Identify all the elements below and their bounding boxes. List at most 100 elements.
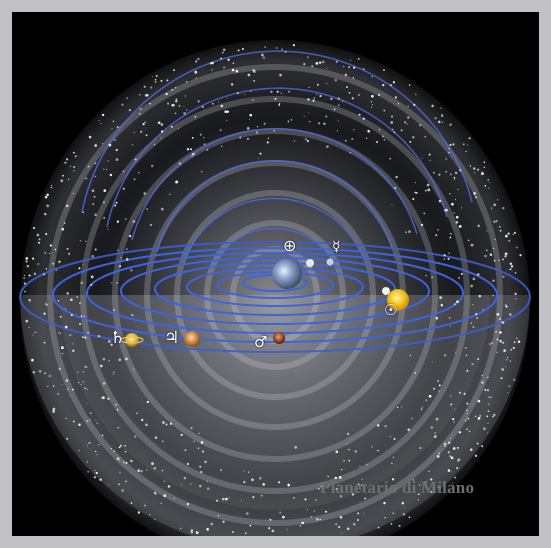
- star: [96, 454, 98, 456]
- star: [294, 446, 298, 449]
- star: [310, 516, 313, 518]
- star: [346, 527, 350, 531]
- star: [451, 202, 454, 206]
- mars: [273, 332, 285, 344]
- star: [487, 422, 489, 425]
- star: [353, 522, 356, 526]
- star: [67, 178, 70, 180]
- star: [177, 127, 180, 130]
- star: [240, 499, 243, 501]
- star: [65, 417, 67, 420]
- star: [86, 402, 88, 404]
- star: [58, 367, 62, 371]
- star: [110, 447, 112, 450]
- star: [226, 110, 230, 114]
- star: [243, 470, 245, 472]
- star: [477, 399, 481, 403]
- star: [85, 240, 87, 243]
- star: [453, 176, 456, 179]
- star: [92, 203, 95, 206]
- star: [448, 151, 450, 154]
- star: [78, 267, 81, 270]
- star: [414, 93, 417, 96]
- star: [424, 189, 427, 192]
- star: [247, 138, 249, 140]
- star: [150, 86, 153, 89]
- star: [210, 522, 214, 526]
- star: [318, 122, 321, 125]
- star: [404, 507, 406, 509]
- star: [68, 252, 71, 255]
- mars-symbol: ♂: [254, 333, 268, 351]
- star: [489, 343, 491, 345]
- star: [72, 151, 75, 154]
- star: [101, 143, 104, 145]
- star: [503, 349, 506, 352]
- star: [219, 129, 222, 132]
- star: [28, 274, 31, 277]
- star: [194, 70, 198, 74]
- star: [89, 412, 92, 415]
- star: [397, 406, 399, 409]
- star: [382, 83, 385, 87]
- star: [393, 131, 396, 133]
- star: [161, 469, 164, 472]
- star: [492, 294, 494, 297]
- star: [178, 162, 182, 165]
- star: [357, 483, 360, 486]
- star: [128, 109, 131, 112]
- star: [119, 265, 122, 268]
- star: [425, 274, 427, 277]
- star: [90, 275, 94, 279]
- star: [359, 465, 361, 467]
- star: [28, 326, 30, 328]
- star: [465, 354, 468, 356]
- star: [495, 330, 497, 333]
- star: [447, 451, 450, 454]
- star: [90, 283, 93, 286]
- star: [391, 462, 393, 464]
- star: [232, 62, 235, 64]
- star: [303, 115, 305, 117]
- star: [149, 102, 151, 105]
- star: [499, 339, 502, 343]
- star: [115, 201, 118, 204]
- star: [391, 478, 395, 481]
- star: [195, 77, 198, 79]
- star: [139, 107, 142, 110]
- star: [165, 92, 168, 96]
- star: [400, 406, 402, 408]
- earth: [272, 259, 302, 289]
- star: [111, 128, 113, 130]
- star: [371, 446, 373, 448]
- star: [384, 516, 386, 519]
- star: [190, 529, 193, 532]
- star: [52, 410, 55, 413]
- star: [514, 271, 517, 274]
- star: [308, 86, 310, 88]
- sun: [387, 289, 409, 311]
- star: [420, 223, 424, 227]
- star: [458, 225, 462, 228]
- star: [428, 470, 430, 473]
- star: [49, 252, 51, 254]
- star: [471, 363, 474, 366]
- star: [477, 358, 479, 360]
- star: [470, 322, 473, 324]
- star: [349, 59, 352, 61]
- star: [335, 488, 338, 491]
- star: [186, 148, 190, 151]
- star: [222, 497, 225, 501]
- star: [464, 346, 467, 349]
- star: [231, 530, 234, 534]
- star: [474, 172, 476, 174]
- star: [58, 331, 60, 334]
- star: [466, 369, 469, 372]
- star: [55, 269, 58, 271]
- star: [83, 315, 86, 318]
- star: [259, 152, 262, 155]
- star: [457, 188, 459, 191]
- star: [489, 253, 493, 256]
- star: [131, 144, 134, 146]
- star: [428, 394, 432, 398]
